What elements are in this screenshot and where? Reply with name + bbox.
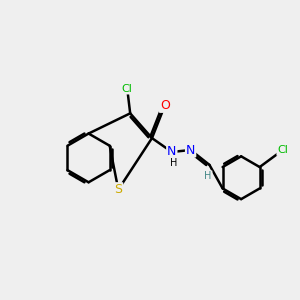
Text: O: O	[160, 99, 170, 112]
Text: Cl: Cl	[122, 84, 133, 94]
Text: N: N	[186, 143, 195, 157]
Text: N: N	[167, 146, 176, 158]
Text: H: H	[169, 158, 177, 168]
Text: H: H	[204, 171, 211, 181]
Text: Cl: Cl	[277, 145, 288, 155]
Text: S: S	[114, 183, 122, 196]
